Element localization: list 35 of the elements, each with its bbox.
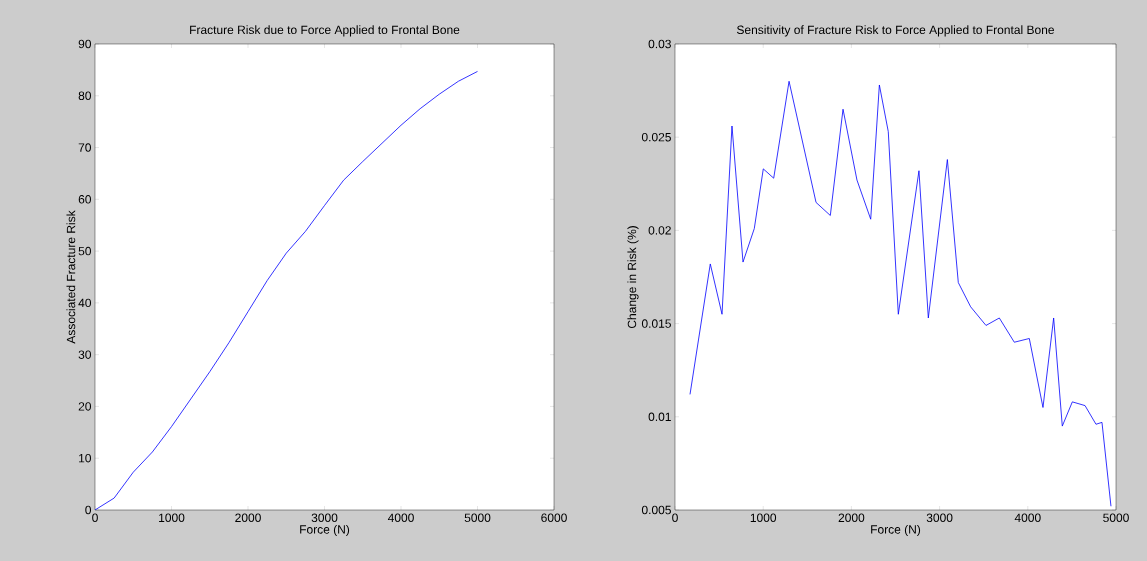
y-tick-label: 30 bbox=[78, 350, 92, 359]
chart-title: Fracture Risk due to Force Applied to Frontal Bone bbox=[190, 25, 460, 37]
y-tick-label: 0.01 bbox=[648, 412, 671, 422]
y-tick-label: 80 bbox=[78, 91, 92, 101]
x-tick-label: 0 bbox=[672, 513, 678, 523]
y-tick-label: 40 bbox=[78, 298, 92, 308]
x-tick-label: 5000 bbox=[1103, 513, 1129, 523]
x-tick-label: 2000 bbox=[235, 513, 261, 523]
chart-title: Sensitivity of Fracture Risk to Force Applied to Frontal Bone bbox=[736, 25, 1054, 37]
x-tick-label: 1000 bbox=[159, 513, 185, 523]
y-tick-label: 90 bbox=[78, 39, 92, 49]
y-tick-label: 50 bbox=[78, 246, 92, 256]
x-tick-label: 5000 bbox=[464, 513, 491, 523]
y-tick-label: 70 bbox=[78, 143, 92, 152]
x-tick-label: 2000 bbox=[838, 513, 865, 523]
y-axis-title: Associated Fracture Risk bbox=[66, 210, 76, 344]
y-tick-label: 0.03 bbox=[648, 39, 671, 49]
y-tick-label: 0.02 bbox=[648, 226, 671, 235]
x-tick-label: 3000 bbox=[311, 513, 338, 523]
y-tick-label: 0.025 bbox=[641, 132, 671, 142]
y-tick-label: 10 bbox=[79, 453, 92, 463]
x-tick-label: 4000 bbox=[1014, 513, 1041, 523]
x-tick-label: 6000 bbox=[541, 513, 567, 523]
y-axis-title: Change in Risk (%) bbox=[627, 226, 639, 329]
y-tick-label: 0 bbox=[85, 505, 92, 515]
line-series bbox=[689, 80, 1112, 507]
y-tick-label: 0.005 bbox=[641, 505, 671, 515]
x-tick-label: 3000 bbox=[926, 513, 953, 523]
y-tick-label: 20 bbox=[78, 402, 92, 411]
x-tick-label: 4000 bbox=[387, 513, 414, 523]
y-tick-label: 0.015 bbox=[641, 319, 671, 328]
x-tick-label: 1000 bbox=[750, 513, 777, 523]
x-axis-title: Force (N) bbox=[871, 524, 921, 537]
y-tick-label: 60 bbox=[78, 195, 92, 204]
x-axis-title: Force (N) bbox=[300, 524, 350, 537]
